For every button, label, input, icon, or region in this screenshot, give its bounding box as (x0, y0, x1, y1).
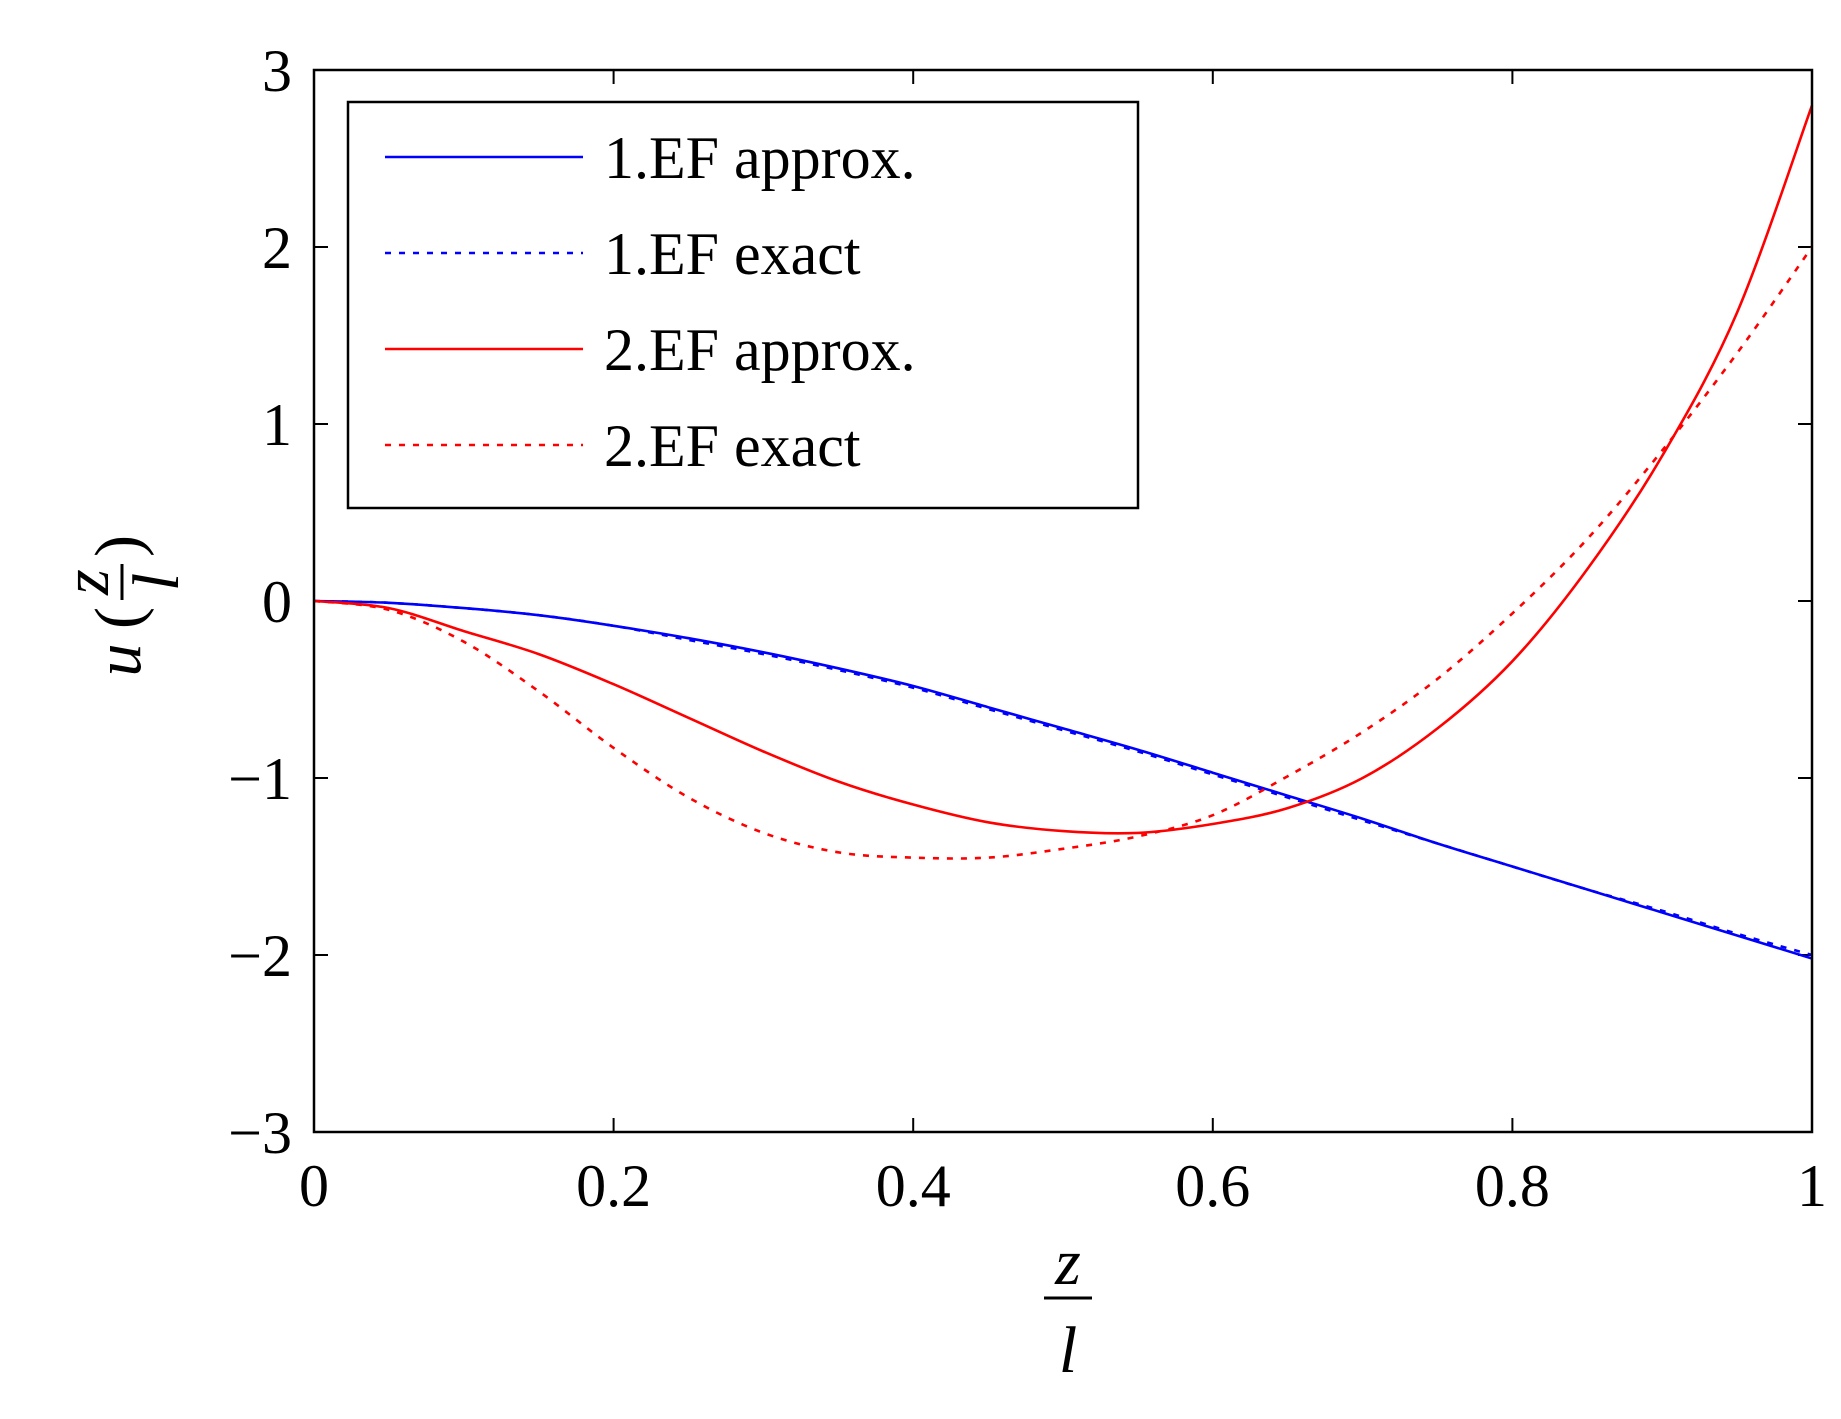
y-tick-label: 1 (262, 392, 292, 458)
tick-labels: 0 0.2 0.4 0.6 0.8 1 −3 −2 −1 0 1 2 3 (228, 38, 1827, 1219)
legend-label-1-ef-approx: 1.EF approx. (604, 125, 916, 191)
plot-area-frame (312, 68, 1814, 1134)
x-tick-label: 0.2 (576, 1153, 651, 1219)
y-label-open-paren: ( (82, 607, 155, 629)
series-line-2-ef-approx (313, 104, 1814, 835)
y-axis-label: u ( z l ) (50, 535, 193, 676)
x-label-numerator: z (1054, 1226, 1081, 1299)
y-tick-label: 3 (262, 38, 292, 104)
y-label-close-paren: ) (82, 535, 155, 557)
y-tick-label: −2 (228, 923, 292, 989)
x-tick-label: 0.4 (876, 1153, 951, 1219)
y-tick-label: 0 (262, 569, 292, 635)
y-tick-label: −1 (228, 746, 292, 812)
x-tick-label: 1 (1797, 1153, 1827, 1219)
x-label-denominator: l (1059, 1314, 1077, 1387)
legend-box (346, 100, 1140, 510)
series-line-1-ef-approx (313, 599, 1813, 960)
y-tick-label: −3 (228, 1100, 292, 1166)
series-layer (313, 104, 1814, 960)
x-tick-label: 0 (299, 1153, 329, 1219)
legend: 1.EF approx. 1.EF exact 2.EF approx. 2.EF e… (346, 100, 1140, 510)
legend-label-1-ef-exact: 1.EF exact (604, 221, 861, 287)
x-tick-label: 0.6 (1175, 1153, 1250, 1219)
x-tick-label: 0.8 (1475, 1153, 1550, 1219)
legend-label-2-ef-exact: 2.EF exact (604, 413, 861, 479)
y-tick-label: 2 (262, 215, 292, 281)
legend-label-2-ef-approx: 2.EF approx. (604, 317, 916, 383)
y-label-func: u (82, 644, 155, 677)
y-label-numerator: z (50, 569, 123, 596)
x-axis-label: z l (1044, 1226, 1092, 1387)
y-label-denominator: l (120, 573, 193, 591)
series-line-2-ef-exact (313, 246, 1814, 860)
